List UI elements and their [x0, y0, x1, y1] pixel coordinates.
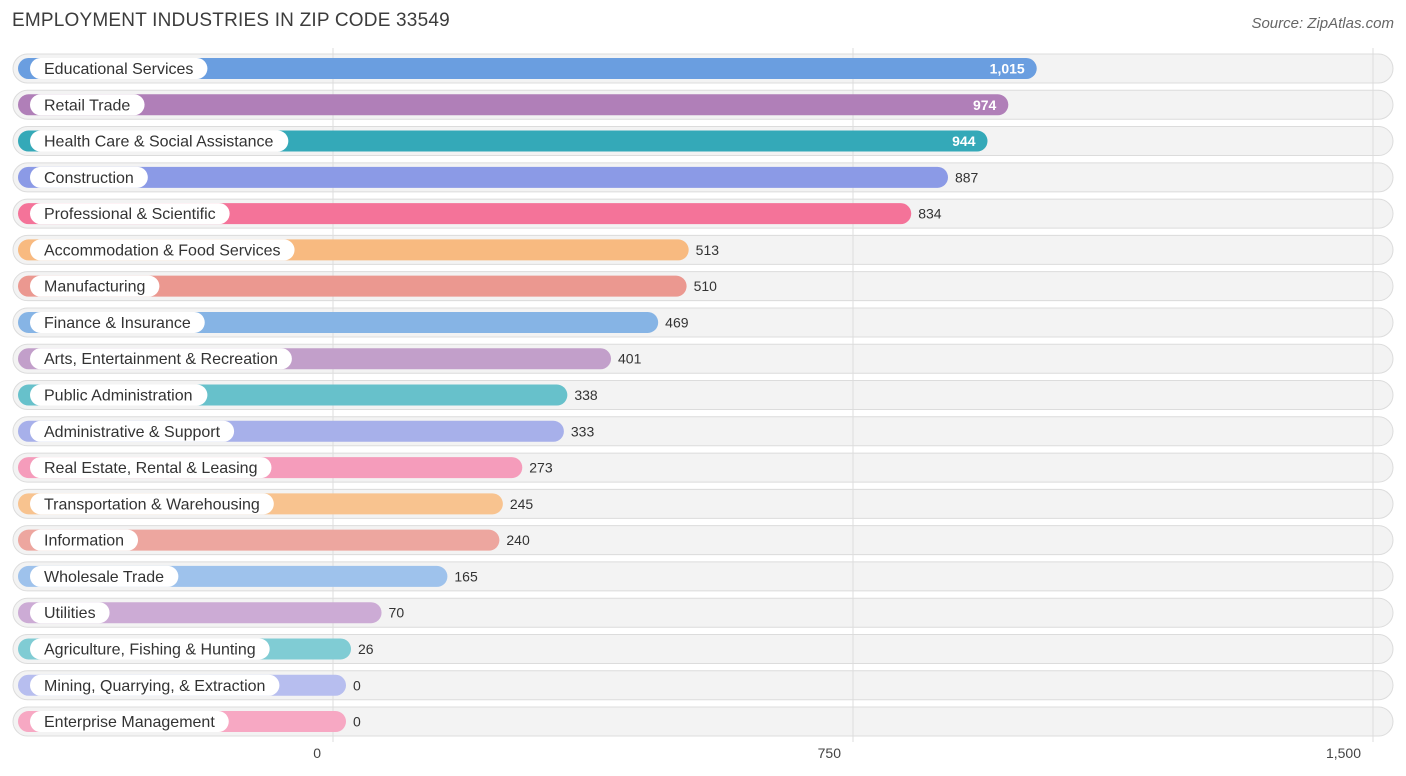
value-label: 165 — [454, 568, 478, 584]
bar — [18, 58, 1037, 79]
value-label: 887 — [955, 169, 979, 185]
value-label: 1,015 — [990, 61, 1025, 77]
category-label: Mining, Quarrying, & Extraction — [44, 678, 265, 695]
category-label-pill — [30, 565, 179, 587]
category-label-pill — [30, 674, 280, 696]
value-label: 944 — [952, 133, 976, 149]
category-label: Information — [44, 533, 124, 550]
bar — [18, 529, 500, 551]
category-label: Administrative & Support — [44, 424, 221, 441]
category-label-pill — [30, 58, 208, 79]
value-label: 70 — [389, 605, 405, 621]
row-background — [12, 670, 1394, 701]
x-tick-label: 750 — [818, 745, 842, 761]
category-label-pill — [30, 166, 148, 188]
category-label-pill — [30, 130, 289, 152]
bar-group: Real Estate, Rental & Leasing 273 — [18, 457, 553, 479]
category-label: Accommodation & Food Services — [44, 242, 281, 259]
category-label: Educational Services — [44, 61, 193, 78]
category-label-pill — [30, 384, 208, 406]
bar-group: Educational Services 1,015 — [18, 58, 1037, 79]
row-background — [12, 706, 1394, 737]
bar-group: Enterprise Management 0 — [18, 711, 361, 733]
category-label-pill — [30, 602, 110, 624]
bar-group: Administrative & Support 333 — [18, 420, 595, 442]
value-label: 974 — [973, 97, 997, 113]
value-label: 0 — [353, 677, 361, 693]
category-label: Arts, Entertainment & Recreation — [44, 351, 278, 368]
bar — [18, 203, 912, 225]
x-tick-label: 0 — [313, 745, 321, 761]
category-label-pill — [30, 711, 229, 733]
value-label: 338 — [574, 387, 598, 403]
value-label: 26 — [358, 641, 374, 657]
category-label: Real Estate, Rental & Leasing — [44, 460, 257, 477]
category-label: Retail Trade — [44, 97, 130, 114]
category-label-pill — [30, 203, 230, 225]
value-label: 240 — [506, 532, 530, 548]
category-label-pill — [30, 420, 235, 442]
category-label: Wholesale Trade — [44, 569, 164, 586]
category-label: Transportation & Warehousing — [44, 496, 260, 513]
bar-group: Utilities 70 — [18, 602, 405, 624]
value-label: 469 — [665, 314, 689, 330]
category-label-pill — [30, 94, 145, 116]
bar-group: Information 240 — [18, 529, 530, 551]
bar-group: Accommodation & Food Services 513 — [18, 239, 720, 261]
x-tick-label: 1,500 — [1326, 745, 1361, 761]
category-label: Enterprise Management — [44, 714, 215, 731]
chart-source: Source: ZipAtlas.com — [1251, 15, 1394, 32]
value-label: 510 — [694, 278, 718, 294]
value-label: 333 — [571, 423, 595, 439]
category-label: Professional & Scientific — [44, 206, 216, 223]
category-label: Health Care & Social Assistance — [44, 134, 274, 151]
bar-group: Transportation & Warehousing 245 — [18, 493, 534, 515]
category-label: Agriculture, Fishing & Hunting — [44, 641, 256, 658]
value-label: 401 — [618, 351, 642, 367]
chart-title: EMPLOYMENT INDUSTRIES IN ZIP CODE 33549 — [12, 10, 450, 31]
category-label: Public Administration — [44, 388, 193, 405]
bar-group: Construction 887 — [18, 166, 979, 188]
bar — [18, 166, 948, 188]
category-label: Manufacturing — [44, 279, 145, 296]
category-label-pill — [30, 311, 205, 333]
bar-group: Retail Trade 974 — [18, 94, 1009, 116]
bar-group: Agriculture, Fishing & Hunting 26 — [18, 638, 374, 660]
category-label-pill — [30, 638, 270, 660]
value-label: 273 — [529, 460, 553, 476]
bar-group: Mining, Quarrying, & Extraction 0 — [18, 674, 361, 696]
category-label-pill — [30, 275, 160, 297]
bar-group: Finance & Insurance 469 — [18, 311, 689, 333]
category-label: Construction — [44, 170, 134, 187]
bar-group: Professional & Scientific 834 — [18, 203, 942, 225]
category-label-pill — [30, 457, 272, 479]
category-label-pill — [30, 239, 295, 261]
value-label: 0 — [353, 714, 361, 730]
bar-group: Manufacturing 510 — [18, 275, 718, 297]
bar-group: Health Care & Social Assistance 944 — [18, 130, 988, 152]
bar — [18, 94, 1009, 116]
bar-group: Public Administration 338 — [18, 384, 598, 406]
row-background — [12, 633, 1394, 664]
value-label: 245 — [510, 496, 534, 512]
category-label-pill — [30, 493, 274, 515]
value-label: 834 — [918, 206, 942, 222]
bar — [18, 275, 687, 297]
category-label-pill — [30, 529, 139, 551]
category-label-pill — [30, 348, 292, 370]
value-label: 513 — [696, 242, 720, 258]
bar — [18, 602, 382, 624]
bar-group: Arts, Entertainment & Recreation 401 — [18, 348, 642, 370]
category-label: Finance & Insurance — [44, 315, 191, 332]
category-label: Utilities — [44, 605, 96, 622]
bar-group: Wholesale Trade 165 — [18, 565, 478, 587]
